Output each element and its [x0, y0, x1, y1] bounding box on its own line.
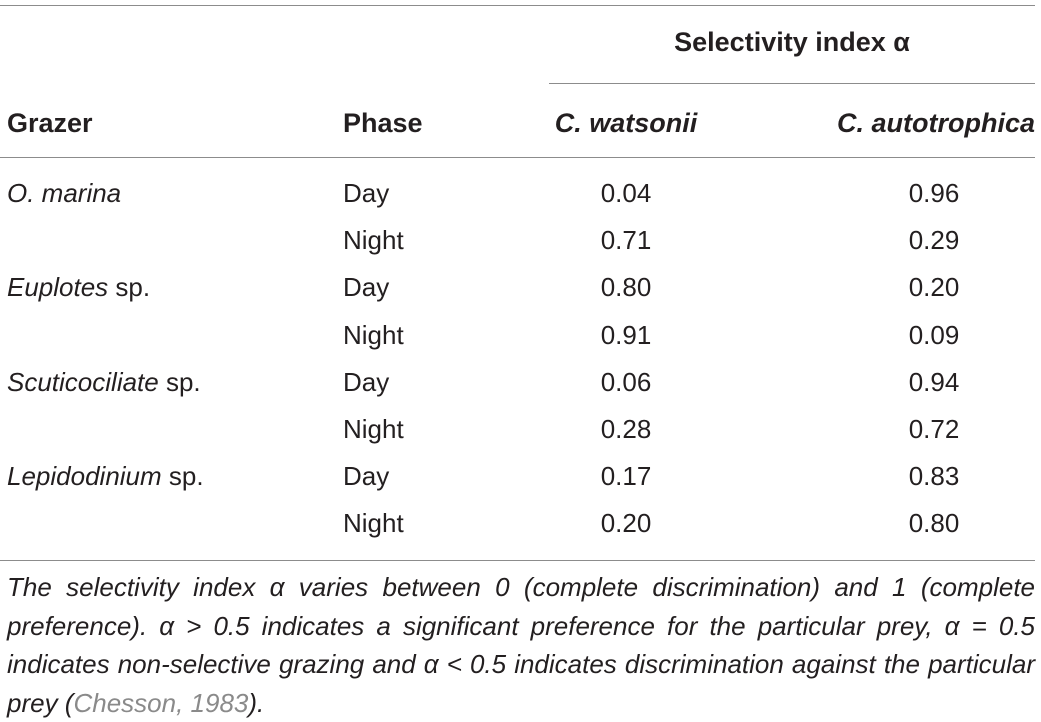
table-bottom-rule: [0, 560, 1035, 561]
selectivity-span-rule: [549, 83, 1035, 84]
c-autotrophica-value: 0.72: [908, 413, 960, 444]
table-top-rule: [0, 5, 1035, 6]
grazer-cell: Euplotes sp.: [7, 272, 151, 303]
table-row: Night 0.71 0.29: [0, 217, 1041, 264]
c-autotrophica-value: 0.83: [908, 461, 960, 492]
phase-cell: Night: [343, 225, 404, 256]
c-watsonii-value: 0.06: [600, 366, 652, 397]
c-watsonii-value: 0.80: [600, 272, 652, 303]
table-row: Scuticociliate sp. Day 0.06 0.94: [0, 359, 1041, 406]
phase-cell: Night: [343, 413, 404, 444]
grazer-cell: O. marina: [7, 178, 122, 208]
table-row: Night 0.20 0.80: [0, 500, 1041, 547]
c-watsonii-value: 0.20: [600, 508, 652, 539]
table-row: Night 0.28 0.72: [0, 406, 1041, 453]
phase-cell: Night: [343, 508, 404, 539]
phase-cell: Day: [343, 178, 390, 208]
c-autotrophica-value: 0.80: [908, 508, 960, 539]
phase-cell: Day: [343, 366, 390, 397]
table-row: Lepidodinium sp. Day 0.17 0.83: [0, 453, 1041, 500]
grazer-cell: Scuticociliate sp.: [7, 366, 201, 397]
grazer-column-header: Grazer: [7, 108, 93, 138]
footnote-text: The selectivity index α varies between 0…: [7, 572, 1035, 718]
grazer-cell: Lepidodinium sp.: [7, 461, 204, 492]
phase-cell: Day: [343, 461, 390, 492]
c-watsonii-value: 0.91: [600, 319, 652, 350]
c-watsonii-value: 0.28: [600, 413, 652, 444]
c-watsonii-value: 0.17: [600, 461, 652, 492]
table-body: O. marina Day 0.04 0.96 Night 0.71 0.29 …: [0, 170, 1041, 548]
header-bottom-rule: [0, 157, 1035, 158]
c-autotrophica-value: 0.20: [908, 272, 960, 303]
chesson-1983-citation-link[interactable]: Chesson, 1983: [73, 687, 249, 718]
c-watsonii-column-header: C. watsonii: [554, 108, 698, 138]
phase-cell: Day: [343, 272, 390, 303]
selectivity-index-header: Selectivity index α: [674, 27, 910, 57]
phase-cell: Night: [343, 319, 404, 350]
c-autotrophica-value: 0.96: [908, 178, 960, 208]
phase-column-header: Phase: [343, 108, 423, 138]
c-autotrophica-value: 0.94: [908, 366, 960, 397]
table-row: Night 0.91 0.09: [0, 312, 1041, 359]
table-row: Euplotes sp. Day 0.80 0.20: [0, 264, 1041, 311]
c-watsonii-value: 0.04: [600, 178, 652, 208]
footnote-end: ).: [248, 687, 265, 718]
c-autotrophica-value: 0.29: [908, 225, 960, 256]
c-autotrophica-value: 0.09: [908, 319, 960, 350]
table-footnote: The selectivity index α varies between 0…: [7, 568, 1035, 722]
c-autotrophica-column-header: C. autotrophica: [836, 108, 1035, 138]
c-watsonii-value: 0.71: [600, 225, 652, 256]
table-row: O. marina Day 0.04 0.96: [0, 170, 1041, 217]
